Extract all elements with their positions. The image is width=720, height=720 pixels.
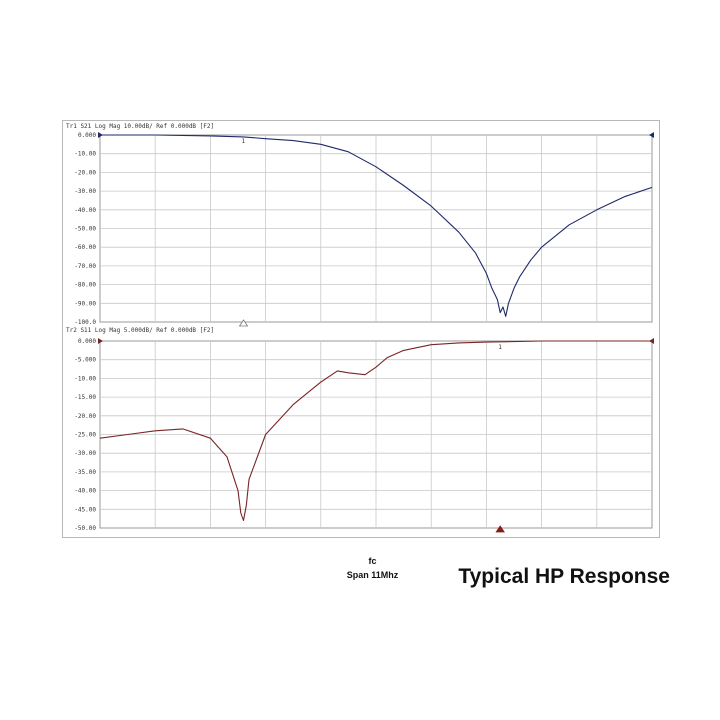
trace1-ytick-label: 0.000 (78, 132, 96, 139)
trace2-ytick-label: 0.000 (78, 338, 96, 345)
trace2-ytick-label: -10.00 (74, 375, 96, 382)
trace2-ytick-label: -45.00 (74, 506, 96, 513)
trace1-ytick-label: -20.00 (74, 169, 96, 176)
trace2-ytick-label: -50.00 (74, 525, 96, 532)
trace2-header: Tr2 S11 Log Mag 5.000dB/ Ref 0.000dB [F2… (66, 327, 214, 334)
trace1-ytick-label: -70.00 (74, 263, 96, 270)
trace1-ytick-label: -90.00 (74, 300, 96, 307)
trace1-ytick-label: -40.00 (74, 207, 96, 214)
trace1-marker-label: 1 (242, 138, 246, 145)
trace1-series-line (100, 134, 653, 317)
span-label: Span 11Mhz (346, 570, 399, 580)
trace1-marker-triangle (238, 319, 249, 327)
trace2-ytick-label: -40.00 (74, 488, 96, 495)
trace2-ytick-label: -30.00 (74, 450, 96, 457)
trace1-ytick-label: -30.00 (74, 188, 96, 195)
trace1-ytick-label: -100.0 (74, 319, 96, 326)
trace2-ytick-label: -25.00 (74, 432, 96, 439)
trace2-series-line (99, 340, 652, 522)
trace1-ytick-label: -60.00 (74, 244, 96, 251)
trace2-ytick-label: -20.00 (74, 413, 96, 420)
trace2-ytick-label: -5.000 (74, 357, 96, 364)
trace1-ytick-label: -10.00 (74, 151, 96, 158)
trace2-marker-triangle (495, 525, 505, 533)
trace1-ytick-label: -50.00 (74, 226, 96, 233)
center-frequency-label: fc (368, 556, 377, 566)
analyzer-frame (62, 120, 660, 538)
trace1-header: Tr1 S21 Log Mag 10.00dB/ Ref 0.000dB [F2… (66, 123, 214, 130)
trace1-right-reference-arrow (649, 132, 654, 138)
trace1-ytick-label: -80.00 (74, 282, 96, 289)
trace2-ytick-label: -35.00 (74, 469, 96, 476)
trace2-marker-label: 1 (498, 344, 502, 351)
trace2-reference-arrow (98, 338, 103, 344)
caption-title: Typical HP Response (458, 565, 670, 588)
trace2-ytick-label: -15.00 (74, 394, 96, 401)
